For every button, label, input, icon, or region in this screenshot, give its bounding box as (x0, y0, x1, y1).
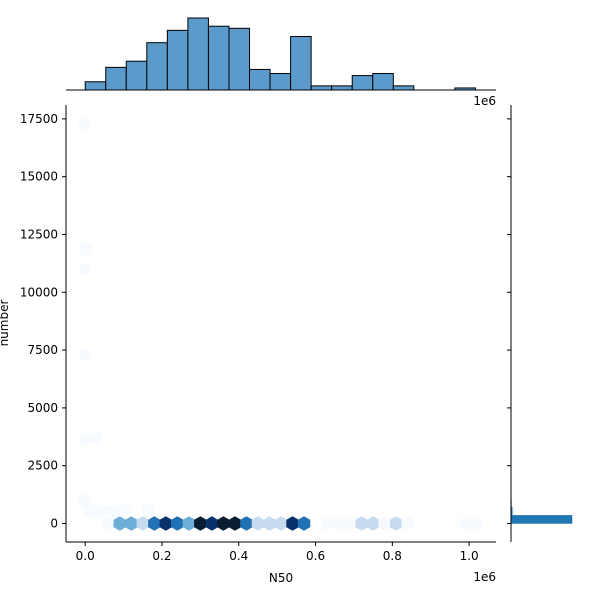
hexbin-cell (332, 516, 345, 531)
hexbin-cell (297, 516, 311, 531)
hexbin-cell (79, 347, 92, 362)
marginal-x-bar (187, 17, 209, 91)
x-tick-label: 0.8 (383, 549, 402, 563)
marginal-x-bar (290, 36, 312, 91)
hexbin-cell (286, 516, 299, 531)
marginal-x-bar (125, 60, 148, 91)
hexbin-cell (79, 262, 92, 277)
y-tick-label: 17500 (20, 112, 58, 126)
y-ticks: 0 2500 5000 7500 10000 12500 15000 17500 (20, 112, 66, 531)
marginal-x-bar (84, 81, 107, 91)
y-tick-label: 10000 (20, 285, 58, 299)
hexbin-cell (142, 503, 155, 518)
hexbin-cell (228, 516, 242, 531)
hexbin-cell (113, 516, 126, 531)
x-axis-label: N50 (269, 571, 293, 585)
hexbin-cell (459, 516, 472, 531)
hexbin-cell (378, 516, 391, 531)
hexbin-cell (263, 516, 276, 531)
marginal-x-bar (105, 66, 127, 91)
x-tick-label: 1.0 (460, 549, 479, 563)
hexbin-cell (79, 431, 92, 447)
hexbin-cell (205, 516, 219, 531)
hexbin-cell (274, 516, 288, 531)
marginal-x-bar (166, 29, 189, 91)
hexbin-cell (343, 516, 357, 531)
x-tick-label: 0.2 (152, 549, 171, 563)
marginal-y-bar (510, 515, 573, 524)
hexbin-cell (401, 516, 414, 531)
marginal-x-bar (269, 73, 292, 91)
y-tick-label: 2500 (27, 459, 58, 473)
hexbin-cell (96, 503, 109, 518)
x-tick-label: 0.0 (76, 549, 95, 563)
marginal-x-bar (310, 85, 333, 91)
hexbin-cell (102, 516, 115, 531)
y-tick-label: 12500 (20, 227, 58, 241)
y-tick-label: 15000 (20, 170, 58, 184)
x-offset-text-bottom: 1e6 (473, 570, 496, 584)
y-axis-label: number (0, 300, 11, 347)
hexbin-cell (240, 516, 253, 531)
x-tick-label: 0.4 (229, 549, 248, 563)
marginal-x-bar (146, 42, 168, 91)
marginal-x-bar (372, 73, 394, 91)
hexbin-cell (119, 503, 132, 518)
hexbin-cell (79, 493, 92, 508)
marginal-x-bar (249, 68, 271, 91)
hexbin-cell (182, 516, 196, 531)
hexbin-cells (79, 116, 483, 531)
hexbin-cell (217, 516, 230, 531)
x-offset-text-top: 1e6 (473, 94, 496, 108)
hexbin-cell (389, 516, 403, 531)
hexbin-cell (79, 116, 92, 131)
hexbin-cell (171, 516, 184, 531)
hexbin-cell (79, 242, 92, 257)
x-tick-label: 0.6 (306, 549, 325, 563)
hexbin-cell (125, 516, 138, 531)
marginal-x-histogram (84, 17, 476, 91)
marginal-y-histogram (510, 498, 573, 524)
marginal-x-bar (331, 85, 353, 91)
hexbin-cell (251, 516, 265, 531)
marginal-x-bar (207, 25, 230, 91)
hexbin-cell (320, 516, 334, 531)
hexbin-cell (136, 516, 149, 531)
marginal-x-bar (228, 27, 251, 91)
y-tick-label: 0 (50, 517, 58, 531)
y-tick-label: 5000 (27, 401, 58, 415)
hexbin-cell (159, 516, 173, 531)
hexbin-cell (90, 430, 103, 446)
marginal-y-ticks (507, 118, 511, 525)
hexbin-cell (84, 503, 98, 518)
x-ticks: 0.0 0.2 0.4 0.6 0.8 1.0 (76, 542, 479, 563)
hexbin-cell (107, 503, 121, 518)
marginal-x-bar (351, 75, 374, 91)
hexbin-cell (148, 516, 161, 531)
y-tick-label: 7500 (27, 343, 58, 357)
hexbin-cell (366, 516, 380, 531)
hexbin-cell (355, 516, 368, 531)
hexbin-cell (194, 516, 207, 531)
hexbin-cell (470, 516, 483, 531)
marginal-x-bar (392, 85, 415, 91)
